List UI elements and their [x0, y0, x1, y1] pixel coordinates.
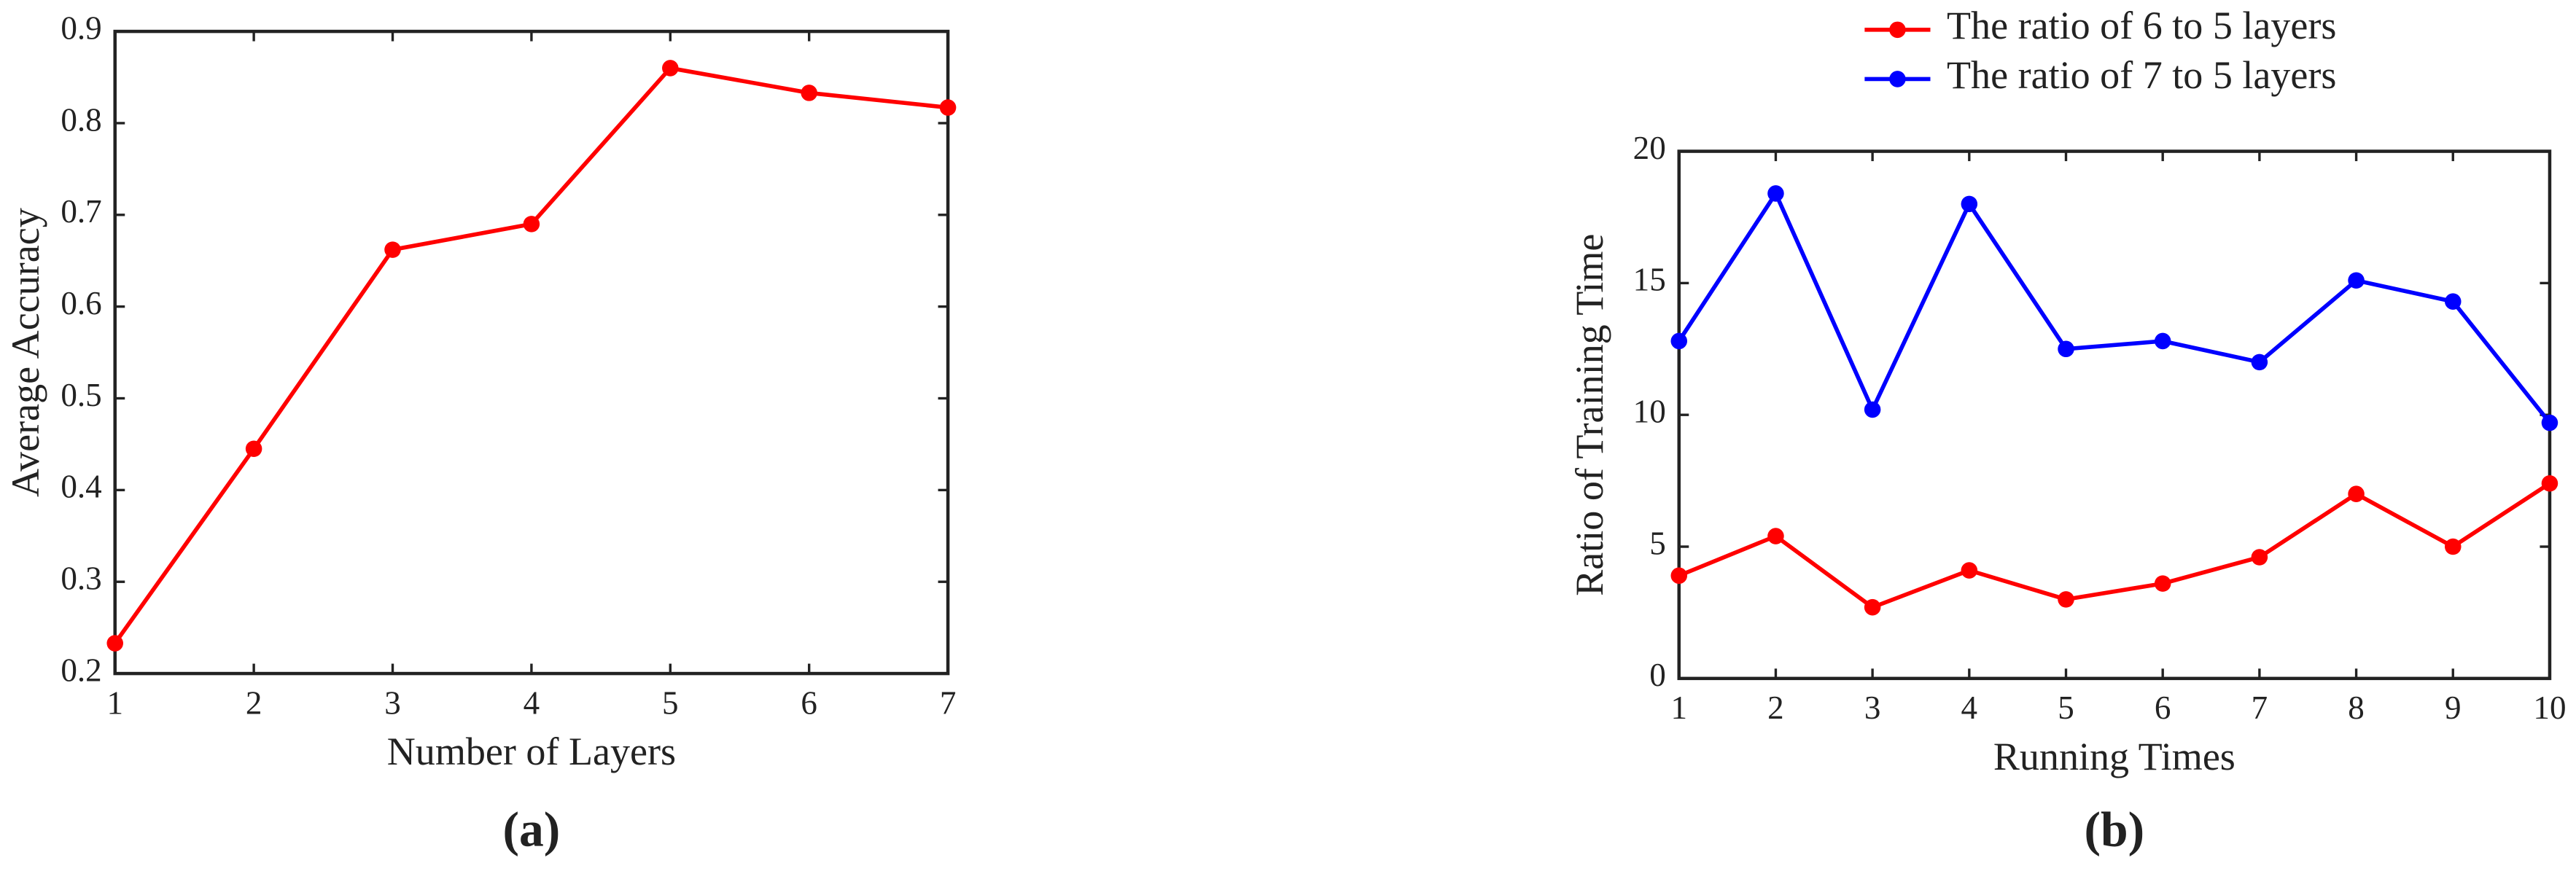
series-line — [1678, 481, 2551, 610]
x-tick-label: 4 — [1961, 689, 1978, 726]
x-tick-label: 8 — [2348, 689, 2365, 726]
point — [245, 440, 262, 457]
y-tick-label: 0.8 — [61, 101, 101, 138]
x-axis-label: Number of Layers — [387, 730, 676, 773]
legend-label: The ratio of 7 to 5 layers — [1947, 53, 2336, 97]
y-tick-label: 0.4 — [61, 469, 101, 505]
x-tick-label: 6 — [801, 684, 817, 721]
x-tick-label: 3 — [1864, 689, 1881, 726]
x-tick-label: 2 — [1767, 689, 1784, 726]
x-tick-label: 6 — [2155, 689, 2171, 726]
x-tick-label: 9 — [2445, 689, 2462, 726]
y-tick-label: 0.2 — [61, 652, 101, 688]
x-axis-label: Running Times — [1993, 735, 2235, 778]
x-tick-label: 7 — [940, 684, 957, 721]
point — [1864, 401, 1881, 418]
caption: (b) — [2085, 802, 2145, 856]
point — [384, 241, 401, 258]
point — [2251, 353, 2268, 371]
point — [2444, 538, 2462, 555]
x-tick-label: 5 — [2058, 689, 2074, 726]
point — [2541, 474, 2559, 492]
point — [2251, 549, 2268, 566]
point — [2058, 340, 2074, 358]
y-tick-label: 0.6 — [61, 285, 101, 321]
point — [2058, 591, 2074, 608]
point — [801, 85, 817, 101]
legend-label: The ratio of 6 to 5 layers — [1947, 4, 2336, 47]
x-tick-label: 2 — [246, 684, 262, 721]
y-tick-label: 0.9 — [61, 9, 101, 46]
y-tick-label: 0.3 — [61, 560, 101, 597]
y-tick-label: 15 — [1633, 262, 1666, 298]
point — [1767, 528, 1784, 544]
series-line — [1677, 189, 2552, 424]
x-tick-label: 7 — [2252, 689, 2268, 726]
x-tick-label: 1 — [106, 684, 123, 721]
point — [1670, 567, 1688, 585]
point — [2348, 272, 2365, 289]
legend-marker — [1889, 71, 1906, 87]
point — [2541, 414, 2559, 431]
y-axis-label: Average Accuracy — [4, 208, 47, 497]
y-tick-label: 0.7 — [61, 193, 101, 230]
x-tick-label: 5 — [662, 684, 679, 721]
x-tick-label: 3 — [384, 684, 401, 721]
point — [1767, 185, 1784, 202]
point — [1961, 562, 1978, 579]
legend-marker — [1889, 21, 1906, 39]
point — [2444, 293, 2462, 310]
y-tick-label: 20 — [1633, 130, 1666, 166]
point — [939, 99, 957, 116]
plot-frame — [1677, 149, 2552, 681]
series-line — [113, 66, 949, 645]
point — [2348, 485, 2365, 502]
caption: (a) — [503, 802, 561, 856]
point — [1961, 195, 1978, 213]
x-tick-label: 10 — [2533, 689, 2566, 726]
point — [2154, 332, 2171, 350]
y-axis-label: Ratio of Training Time — [1568, 234, 1611, 596]
point — [1864, 598, 1881, 616]
point — [662, 60, 679, 77]
y-tick-label: 10 — [1633, 394, 1666, 430]
point — [106, 635, 123, 652]
y-tick-label: 0.5 — [61, 377, 101, 413]
point — [523, 216, 540, 233]
plot-frame — [113, 29, 950, 676]
y-tick-label: 0 — [1649, 657, 1666, 693]
point — [2154, 575, 2171, 592]
x-tick-label: 1 — [1670, 689, 1687, 726]
point — [1670, 332, 1688, 350]
y-tick-label: 5 — [1649, 525, 1666, 561]
x-tick-label: 4 — [524, 684, 540, 721]
